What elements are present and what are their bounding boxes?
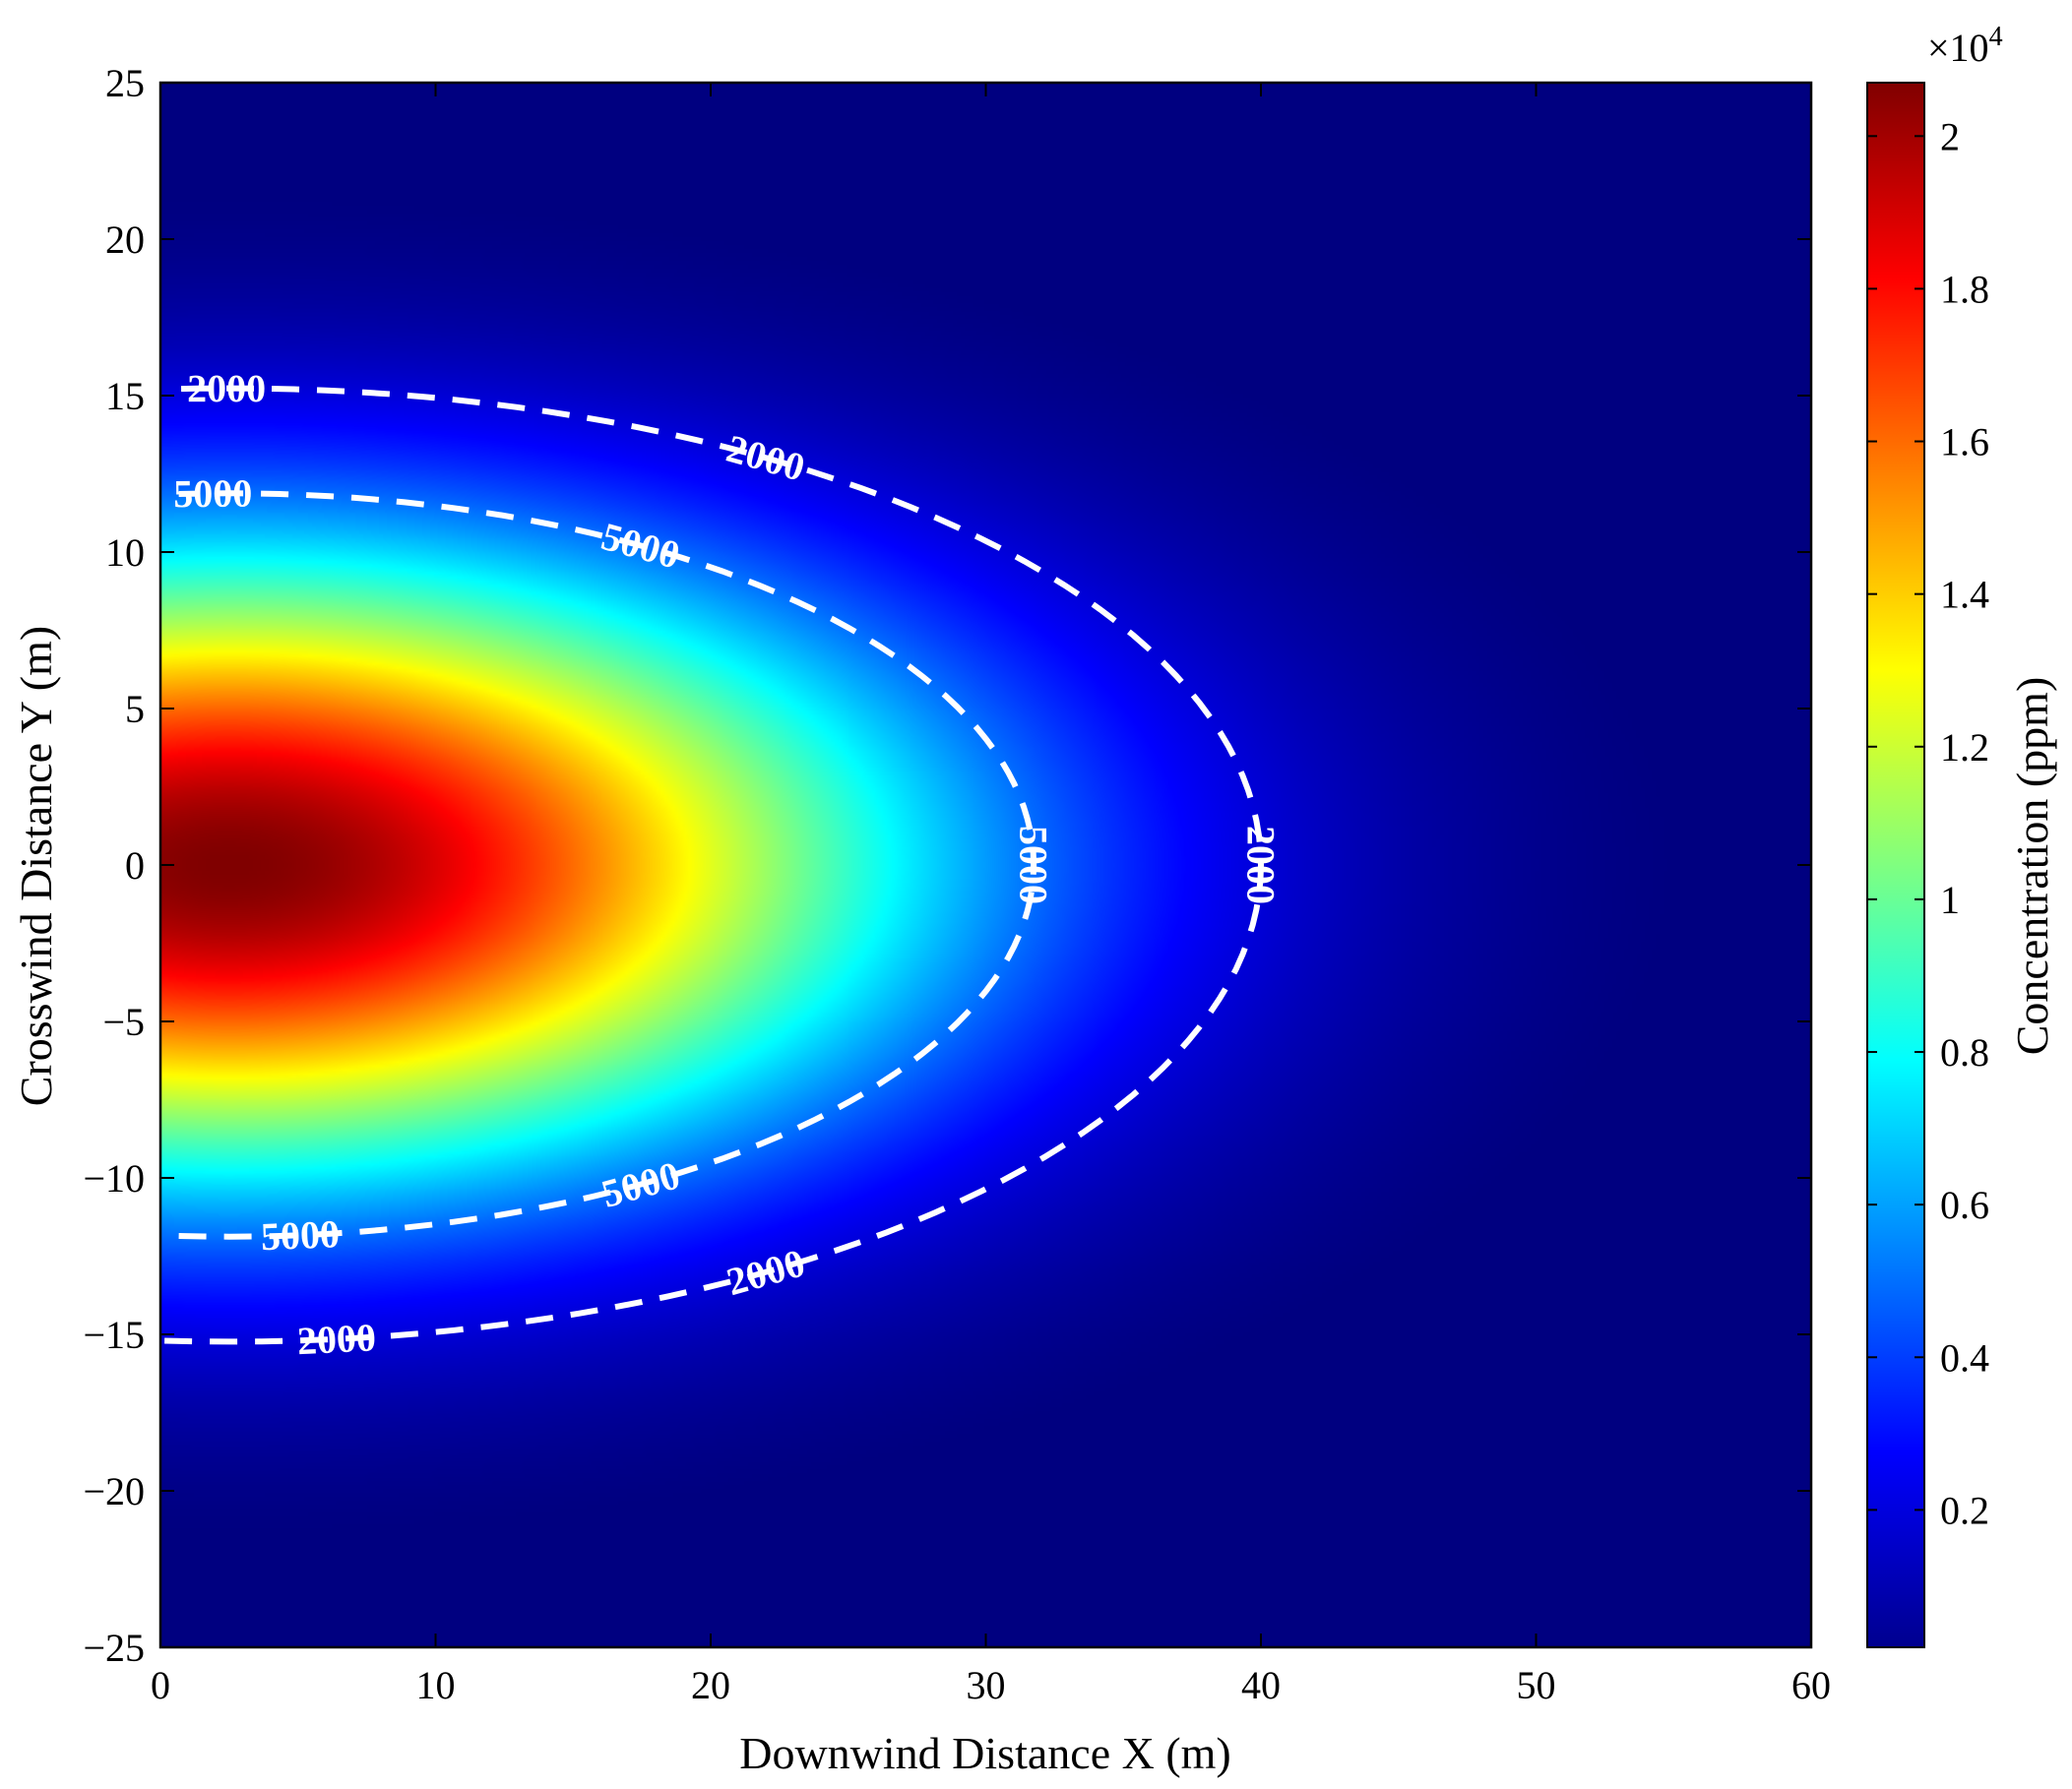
colorbar-tick-label: 1.4 [1940, 573, 1989, 617]
y-tick-label: 20 [105, 217, 145, 262]
y-tick-label: 15 [105, 374, 145, 418]
contour-label-2000: 2000 [187, 366, 266, 410]
y-tick-label: 25 [105, 61, 145, 105]
y-axis-label: Crosswind Distance Y (m) [11, 626, 61, 1106]
contour-label-5000: 5000 [173, 471, 252, 517]
colorbar-tick-label: 2 [1940, 114, 1960, 158]
contour-label-2000: 2000 [1239, 826, 1284, 904]
colorbar-tick-label: 1.8 [1940, 267, 1989, 311]
x-tick-label: 20 [691, 1663, 730, 1707]
colorbar-multiplier: ×104 [1927, 22, 2003, 70]
colorbar-tick-label: 1 [1940, 878, 1960, 922]
colorbar-multiplier-base: ×10 [1927, 26, 1989, 70]
y-tick-label: 0 [125, 843, 145, 888]
contour-5000 [178, 490, 1037, 1240]
y-tick-label: −5 [102, 1000, 145, 1044]
contour-label-2000: 2000 [296, 1315, 377, 1363]
colorbar-tick-label: 0.2 [1940, 1488, 1989, 1532]
colorbar-multiplier-exponent: 4 [1989, 22, 2003, 52]
y-tick-label: −15 [83, 1313, 145, 1357]
y-tick-label: −10 [83, 1156, 145, 1201]
contour-lines [164, 385, 1265, 1345]
contour-2000 [164, 385, 1265, 1345]
x-tick-label: 30 [967, 1663, 1006, 1707]
y-tick-label: 5 [125, 687, 145, 731]
colorbar-tick-label: 0.4 [1940, 1335, 1989, 1380]
y-tick-label: −20 [83, 1469, 145, 1513]
colorbar-label: Concentration (ppm) [2007, 677, 2057, 1056]
colorbar [1866, 82, 1925, 1648]
x-tick-label: 0 [151, 1663, 170, 1707]
colorbar-tick-label: 0.6 [1940, 1183, 1989, 1227]
x-tick-label: 40 [1241, 1663, 1281, 1707]
colorbar-ticks: 2 1.8 1.6 1.4 1.2 1 0.8 0.6 0.4 0.2 [1867, 114, 1989, 1532]
x-tick-label: 60 [1791, 1663, 1831, 1707]
x-axis-label: Downwind Distance X (m) [739, 1728, 1231, 1778]
x-tick-label: 50 [1517, 1663, 1556, 1707]
contour-label-5000: 5000 [260, 1211, 341, 1259]
colorbar-tick-label: 1.6 [1940, 420, 1989, 464]
y-tick-label: 10 [105, 530, 145, 575]
x-axis-ticks: 0 10 20 30 40 50 60 [151, 83, 1831, 1707]
colorbar-tick-label: 1.2 [1940, 725, 1989, 770]
y-axis-ticks: 25 20 15 10 5 0 −5 −10 −15 −20 −25 [83, 61, 1811, 1670]
contour-label-5000: 5000 [1012, 826, 1056, 904]
concentration-heatmap [160, 83, 1811, 1647]
x-tick-label: 10 [416, 1663, 456, 1707]
y-tick-label: −25 [83, 1626, 145, 1670]
colorbar-tick-label: 0.8 [1940, 1030, 1989, 1075]
